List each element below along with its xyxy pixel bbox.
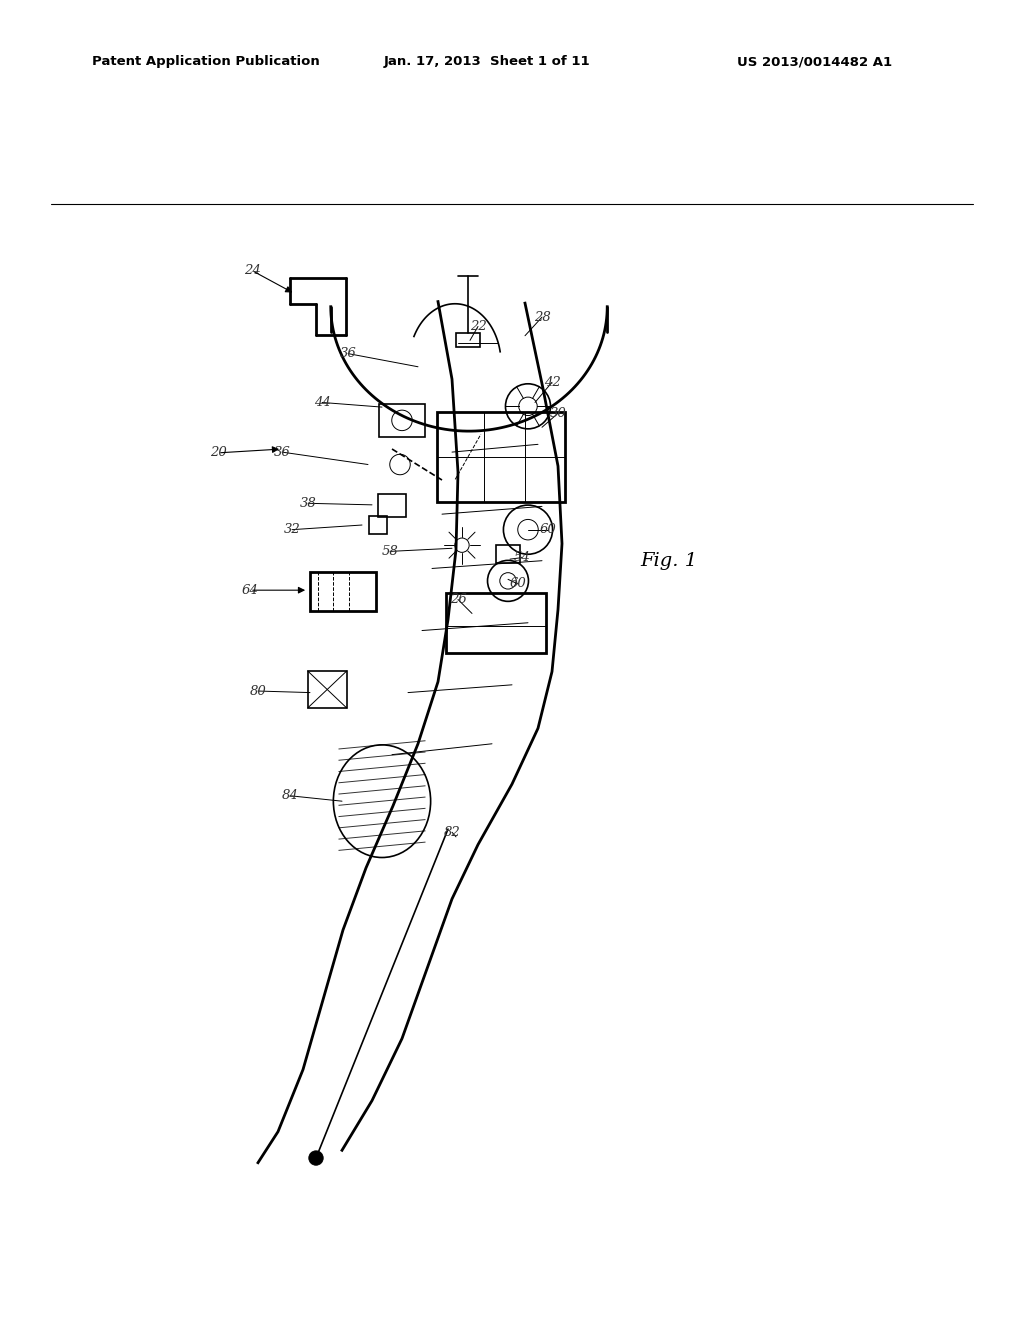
Bar [380,404,425,437]
Bar [437,412,565,502]
Text: 36: 36 [273,446,291,458]
Text: US 2013/0014482 A1: US 2013/0014482 A1 [737,55,892,69]
Bar [496,545,520,564]
Text: 38: 38 [300,496,316,510]
Bar [308,671,347,708]
Text: 22: 22 [470,319,486,333]
Text: 36: 36 [340,347,356,360]
Text: 82: 82 [443,826,461,838]
Bar [445,594,546,652]
Text: 84: 84 [282,789,298,803]
Bar [310,573,377,611]
Circle shape [309,1151,324,1166]
Text: 42: 42 [544,376,560,389]
Circle shape [455,539,469,552]
Text: 80: 80 [250,685,266,697]
Text: 54: 54 [514,552,530,564]
Text: 60: 60 [510,577,526,590]
Text: 58: 58 [382,545,398,558]
Bar [378,494,407,516]
Text: Patent Application Publication: Patent Application Publication [92,55,319,69]
Text: Jan. 17, 2013  Sheet 1 of 11: Jan. 17, 2013 Sheet 1 of 11 [384,55,591,69]
Text: Fig. 1: Fig. 1 [640,552,697,570]
Text: 28: 28 [534,310,550,323]
Bar [369,516,387,535]
Text: 32: 32 [284,523,300,536]
Bar [456,333,480,347]
Text: 64: 64 [242,583,258,597]
Text: 60: 60 [540,523,556,536]
Text: 44: 44 [313,396,331,409]
Text: 30: 30 [550,407,566,420]
Text: 20: 20 [210,446,226,459]
Text: 26: 26 [450,593,466,606]
Text: 24: 24 [244,264,260,277]
